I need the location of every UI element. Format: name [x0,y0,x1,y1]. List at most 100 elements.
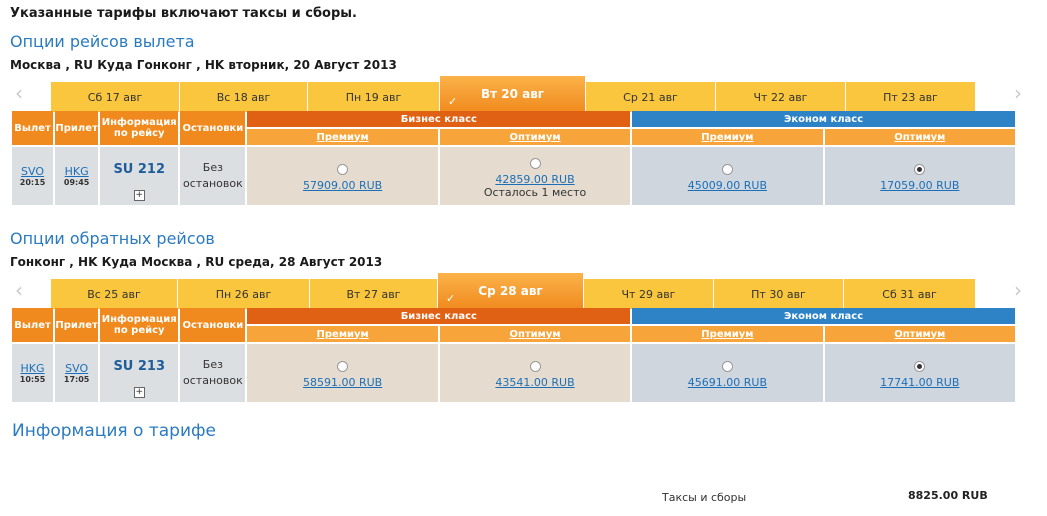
col-arrival: Прилет [55,111,99,145]
flight-info-cell: SU 213 + [100,344,179,402]
date-tab[interactable]: Вс 18 авг [180,82,308,112]
date-tab-label: Пн 19 авг [345,90,402,104]
fare-price[interactable]: 43541.00 RUB [495,376,575,389]
fare-price[interactable]: 17059.00 RUB [880,179,960,192]
flight-number: SU 213 [113,358,166,374]
arrival-airport-link[interactable]: HKG [64,165,89,178]
date-tab-label: Вс 18 авг [216,90,271,104]
date-tab[interactable]: Чт 29 авг [584,279,714,309]
departure-time: 20:15 [19,178,46,187]
business-class-header: Бизнес класс [247,308,631,324]
fare-radio[interactable] [721,361,733,372]
date-tab-label: Чт 22 авг [753,90,808,104]
fare-price[interactable]: 45009.00 RUB [687,179,767,192]
business-premium-link[interactable]: Премиум [247,129,438,145]
inbound-date-bar: ‹ Вс 25 авг Пн 26 авг Вт 27 авг ✓ Ср 28 а… [10,273,1022,309]
date-tab-label: Сб 31 авг [882,287,937,301]
date-tab-selected[interactable]: ✓ Вт 20 авг [440,76,586,112]
date-tab-label: Пт 30 авг [751,287,806,301]
fare-cell[interactable]: 43541.00 RUB [439,344,631,402]
arrival-cell: HKG 09:45 [55,147,99,205]
date-tab[interactable]: Сб 31 авг [844,279,976,309]
fare-cell[interactable]: 45691.00 RUB [632,344,823,402]
stops-text: Без остановок [183,161,243,190]
fare-radio[interactable] [721,164,733,175]
arrival-time: 17:05 [63,375,90,384]
fare-radio-selected[interactable] [914,361,926,372]
notice: Указанные тарифы включают таксы и сборы. [10,6,357,21]
departure-cell: SVO 20:15 [12,147,54,205]
chevron-right-icon[interactable]: › [1014,278,1022,302]
table-row: HKG 10:55 SVO 17:05 SU 213 + Без остановок … [12,344,1015,402]
chevron-left-icon[interactable]: ‹ [15,278,23,302]
business-premium-link[interactable]: Премиум [247,326,438,342]
plus-icon[interactable]: + [133,189,145,201]
economy-optimum-link[interactable]: Оптимум [824,326,1015,342]
col-arrival: Прилет [55,308,99,342]
check-icon: ✓ [446,292,456,305]
fare-radio[interactable] [529,361,541,372]
date-tab[interactable]: Пн 19 авг [308,82,440,112]
plus-icon[interactable]: + [133,386,145,398]
fare-price[interactable]: 45691.00 RUB [687,376,767,389]
outbound-route: Москва , RU Куда Гонконг , HK вторник, 2… [10,58,397,72]
economy-premium-link[interactable]: Премиум [632,129,823,145]
fare-radio[interactable] [529,157,541,169]
arrival-time: 09:45 [63,178,90,187]
fare-cell[interactable]: 42859.00 RUB Осталось 1 место [439,147,631,205]
date-tab[interactable]: Пт 23 авг [846,82,976,112]
fare-cell[interactable]: 17059.00 RUB [824,147,1015,205]
date-tab-selected[interactable]: ✓ Ср 28 авг [438,273,584,309]
business-optimum-link[interactable]: Оптимум [439,129,631,145]
business-class-header: Бизнес класс [247,111,631,127]
tax-value: 8825.00 RUB [908,489,988,502]
date-tab-label: Вс 25 авг [87,287,141,301]
date-tab[interactable]: Ср 21 авг [586,82,716,112]
inbound-route: Гонконг , HK Куда Москва , RU среда, 28 … [10,255,383,269]
date-tab[interactable]: Вт 27 авг [310,279,438,309]
fare-price[interactable]: 58591.00 RUB [303,376,383,389]
economy-optimum-link[interactable]: Оптимум [824,129,1015,145]
date-tab[interactable]: Пт 30 авг [714,279,844,309]
economy-class-header: Эконом класс [632,308,1015,324]
fare-price[interactable]: 42859.00 RUB [495,172,575,186]
chevron-left-icon[interactable]: ‹ [15,81,23,105]
flight-number: SU 212 [113,161,166,177]
fare-price[interactable]: 17741.00 RUB [880,376,960,389]
outbound-title: Опции рейсов вылета [10,32,195,51]
col-departure: Вылет [12,308,54,342]
stops-text: Без остановок [183,358,243,387]
date-tab[interactable]: Сб 17 авг [51,82,180,112]
departure-airport-link[interactable]: HKG [20,362,45,375]
fare-price[interactable]: 57909.00 RUB [303,179,383,192]
date-tab[interactable]: Чт 22 авг [716,82,846,112]
chevron-right-icon[interactable]: › [1014,81,1022,105]
economy-premium-link[interactable]: Премиум [632,326,823,342]
date-tab[interactable]: Пн 26 авг [178,279,310,309]
col-stops: Остановки [180,111,246,145]
fare-cell[interactable]: 45009.00 RUB [632,147,823,205]
table-row: SVO 20:15 HKG 09:45 SU 212 + Без остановок … [12,147,1015,205]
arrival-cell: SVO 17:05 [55,344,99,402]
col-flight-info: Информация по рейсу [100,111,179,145]
date-tab-label: Вт 27 авг [346,287,401,301]
date-tab-label: Вт 20 авг [480,87,545,101]
date-tab-label: Ср 28 авг [478,284,543,298]
outbound-date-bar: ‹ Сб 17 авг Вс 18 авг Пн 19 авг ✓ Вт 20 а… [10,76,1022,112]
inbound-flight-table: Вылет Прилет Информация по рейсу Останов… [10,306,1017,404]
date-tab-label: Чт 29 авг [621,287,676,301]
fare-cell[interactable]: 58591.00 RUB [247,344,438,402]
fare-cell[interactable]: 17741.00 RUB [824,344,1015,402]
departure-airport-link[interactable]: SVO [21,165,45,178]
fare-radio[interactable] [337,164,349,175]
fare-radio-selected[interactable] [914,164,926,175]
fare-cell[interactable]: 57909.00 RUB [247,147,438,205]
stops-cell: Без остановок [180,147,246,205]
outbound-flight-table: Вылет Прилет Информация по рейсу Останов… [10,109,1017,207]
fare-radio[interactable] [337,361,349,372]
stops-cell: Без остановок [180,344,246,402]
date-tab[interactable]: Вс 25 авг [51,279,178,309]
inbound-title: Опции обратных рейсов [10,229,215,248]
arrival-airport-link[interactable]: SVO [65,362,89,375]
business-optimum-link[interactable]: Оптимум [439,326,631,342]
